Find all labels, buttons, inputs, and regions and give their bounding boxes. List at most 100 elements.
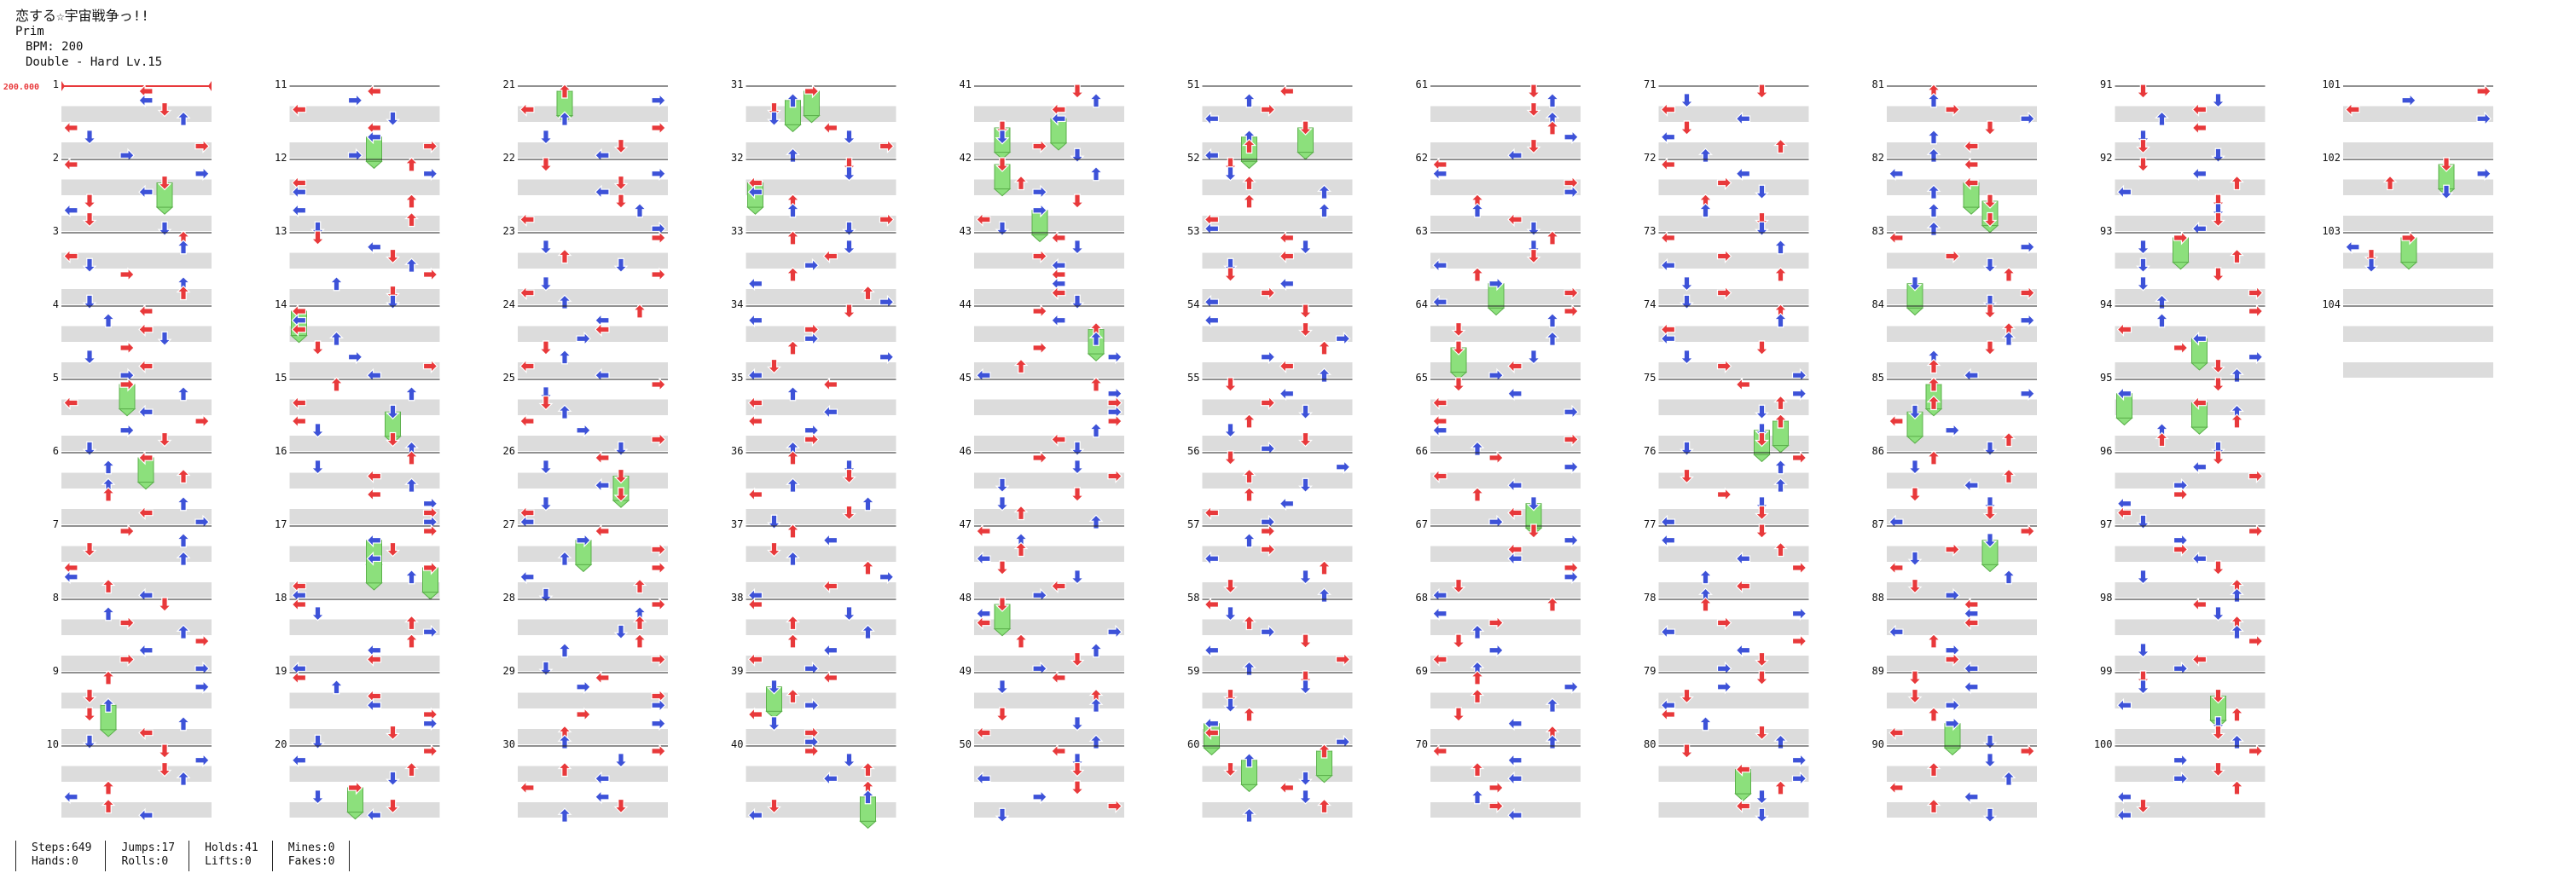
step-arrow [767, 679, 781, 695]
step-arrow [82, 130, 97, 145]
measure: 65 [1416, 372, 1581, 456]
beat-stripe [1202, 400, 1353, 415]
step-arrow [1982, 120, 1998, 136]
beat-stripe [1202, 142, 1353, 158]
step-arrow [1964, 679, 1979, 695]
hold-tail [993, 188, 1012, 197]
step-arrow [1945, 423, 1960, 438]
measure: 1 200.000 [3, 78, 212, 163]
step-arrow [1279, 386, 1295, 402]
beat-stripe [1430, 436, 1581, 451]
step-arrow [82, 541, 97, 558]
beat-stripe [1430, 362, 1581, 378]
step-arrow [1032, 249, 1047, 263]
step-arrow [1223, 267, 1238, 282]
step-arrow [82, 350, 97, 365]
measure-number: 16 [275, 445, 287, 457]
beat-stripe [2115, 107, 2266, 122]
step-arrow [822, 404, 838, 419]
step-arrow [82, 211, 97, 228]
step-arrow [747, 807, 763, 823]
step-arrow [632, 578, 647, 594]
step-arrow [1070, 716, 1085, 731]
beat-stripe [289, 729, 440, 744]
step-arrow [82, 734, 97, 750]
step-arrow [1888, 624, 1904, 639]
step-arrow [157, 175, 172, 191]
step-arrow [366, 807, 382, 823]
hold-body [575, 540, 592, 565]
measure: 13 [275, 225, 440, 310]
measure-number: 17 [275, 518, 287, 530]
measure: 51 [1187, 78, 1353, 170]
step-arrow [2136, 240, 2150, 255]
measure-number: 71 [1644, 78, 1656, 90]
step-arrow [1564, 460, 1579, 475]
step-arrow [1488, 780, 1504, 795]
beat-stripe [1658, 729, 1809, 744]
step-arrow [613, 138, 629, 154]
step-arrow [2191, 166, 2208, 182]
hold-tail [574, 564, 593, 573]
measure-number: 60 [1187, 738, 1199, 750]
step-arrow [1242, 487, 1256, 502]
step-arrow [1470, 688, 1485, 704]
song-title: 恋する☆宇宙戦争っ!! [15, 8, 149, 24]
step-arrow [1051, 313, 1066, 328]
beat-stripe [1202, 180, 1353, 195]
step-arrow [1317, 184, 1332, 199]
step-arrow [1279, 780, 1295, 795]
step-arrow [1432, 413, 1448, 429]
measure-number: 58 [1187, 592, 1199, 604]
measure-number: 84 [1872, 298, 1884, 310]
step-arrow [538, 661, 554, 677]
step-arrow [1204, 111, 1220, 126]
step-arrow [1432, 606, 1448, 622]
beat-stripe [2115, 362, 2266, 378]
beat-stripe [61, 729, 212, 744]
beat-stripe [1430, 253, 1581, 269]
beat-stripe [974, 289, 1124, 304]
step-arrow [347, 93, 363, 108]
stat-holds: Holds:41 [205, 841, 258, 854]
measure-number: 69 [1416, 665, 1428, 677]
beat-stripe [61, 509, 212, 524]
hold-tail [290, 335, 308, 344]
step-arrow [386, 294, 400, 310]
step-arrow [1660, 331, 1676, 346]
measure: 29 [503, 665, 668, 749]
step-arrow [1223, 761, 1238, 778]
step-arrow [1070, 651, 1085, 668]
step-arrow [1982, 441, 1998, 457]
measure-number: 43 [960, 225, 972, 237]
step-arrow [176, 385, 191, 402]
step-arrow [786, 267, 800, 282]
step-arrow [101, 487, 116, 502]
stats-col-3: Holds:41 Lifts:0 [189, 841, 272, 871]
step-arrow [557, 807, 572, 823]
measure-number: 85 [1872, 372, 1884, 384]
step-arrow [1680, 688, 1694, 704]
measure: 38 [731, 592, 896, 676]
beat-stripe [974, 729, 1124, 744]
beat-stripe [746, 766, 896, 782]
step-arrow [1507, 147, 1523, 163]
step-arrow [1070, 194, 1085, 209]
step-arrow [2136, 84, 2150, 99]
step-arrow [2211, 267, 2225, 282]
step-arrow [176, 551, 191, 566]
step-arrow [576, 423, 591, 438]
step-arrow [2364, 257, 2379, 274]
step-arrow [2155, 312, 2169, 328]
step-arrow [1298, 304, 1313, 319]
step-arrow [2001, 771, 2016, 786]
beat-stripe [289, 289, 440, 304]
measure: 44 [960, 298, 1124, 383]
step-arrow [1680, 350, 1694, 365]
step-arrow [1242, 413, 1256, 429]
step-arrow [1070, 84, 1085, 99]
hold-body [366, 558, 382, 584]
beat-stripe [1658, 107, 1809, 122]
step-arrow [1432, 166, 1448, 182]
step-arrow [2191, 396, 2208, 410]
